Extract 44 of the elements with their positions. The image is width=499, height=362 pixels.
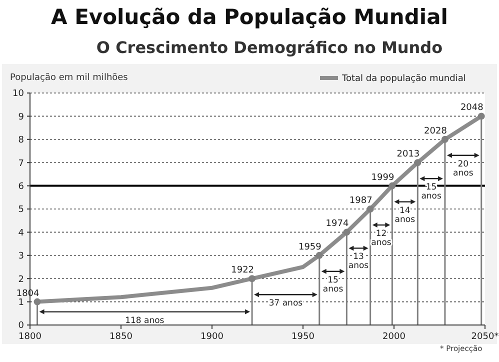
annotation: 12 anos bbox=[371, 229, 392, 248]
y-tick-label: 1 bbox=[18, 298, 24, 308]
annotation: 2013 bbox=[396, 150, 420, 160]
x-tick-label: 2000 bbox=[382, 332, 406, 342]
y-tick-label: 8 bbox=[18, 136, 24, 146]
x-tick-label: 2050* bbox=[471, 332, 499, 342]
annotation: 37 anos bbox=[268, 298, 304, 309]
x-tick-label: 1950 bbox=[292, 332, 315, 342]
chart-title: A Evolução da População Mundial bbox=[51, 5, 448, 29]
point bbox=[441, 136, 448, 143]
x-tick-label: 1850 bbox=[110, 332, 133, 342]
y-tick-label: 2 bbox=[18, 274, 24, 285]
y-tick-label: 4 bbox=[18, 228, 24, 238]
y-axis-title: População em mil milhões bbox=[10, 73, 128, 83]
annotation: 118 anos bbox=[125, 316, 165, 326]
y-tick-label: 9 bbox=[18, 112, 24, 122]
x-tick-label: 1900 bbox=[200, 332, 224, 342]
y-tick-label: 7 bbox=[18, 158, 24, 169]
chart-subtitle: O Crescimento Demográfico no Mundo bbox=[96, 38, 443, 57]
point bbox=[343, 228, 350, 236]
point bbox=[388, 182, 396, 190]
point bbox=[366, 206, 374, 212]
annotation: 14 anos bbox=[394, 206, 416, 225]
annotation: 2048 bbox=[460, 103, 484, 114]
legend-label: Total da população mundial bbox=[341, 74, 466, 84]
y-tick-label: 0 bbox=[18, 321, 24, 332]
point bbox=[478, 112, 485, 120]
point bbox=[316, 252, 323, 259]
point bbox=[414, 159, 422, 166]
y-tick-label: 5 bbox=[18, 205, 24, 216]
x-tick-label: 1800 bbox=[18, 332, 42, 342]
annotation: 1987 bbox=[349, 196, 372, 206]
annotation: 1999 bbox=[371, 172, 394, 183]
y-tick-label: 10 bbox=[12, 89, 24, 100]
annotation: 2028 bbox=[424, 126, 448, 136]
annotation: 1959 bbox=[298, 242, 322, 252]
annotation: 1922 bbox=[231, 266, 254, 276]
point bbox=[34, 298, 41, 306]
annotation: 13 anos bbox=[348, 252, 370, 272]
annotation: 1974 bbox=[326, 219, 349, 230]
y-tick-label: 6 bbox=[18, 182, 24, 192]
point bbox=[248, 275, 256, 282]
annotation: 15 anos bbox=[322, 275, 344, 294]
y-tick-label: 3 bbox=[18, 252, 24, 262]
